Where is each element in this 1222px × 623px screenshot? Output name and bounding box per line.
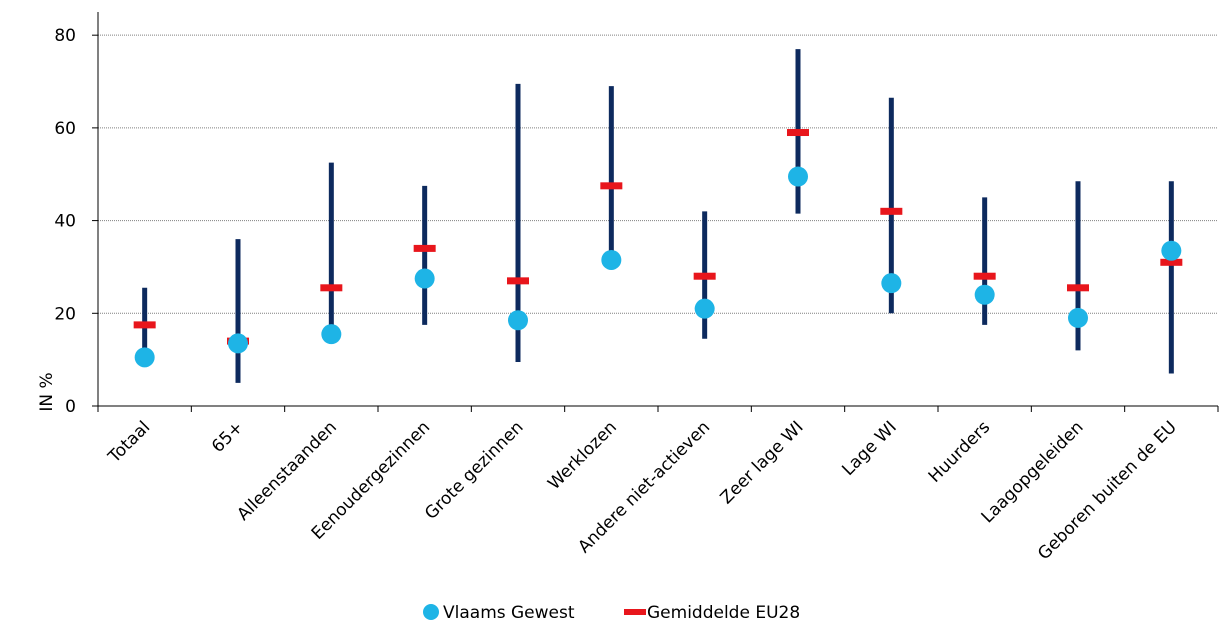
legend: Vlaams Gewest Gemiddelde EU28 — [423, 603, 800, 623]
category-label: Zeer lage WI — [717, 417, 808, 508]
eu28-marker — [1067, 284, 1089, 292]
y-tick-label: 20 — [54, 304, 76, 324]
vlaams-marker — [694, 298, 715, 319]
legend-eu28-label: Gemiddelde EU28 — [647, 603, 800, 623]
eu28-marker — [413, 244, 436, 252]
y-tick-label: 40 — [54, 212, 76, 232]
vlaams-marker — [601, 249, 622, 270]
vlaams-marker — [508, 310, 528, 331]
legend-vlaams-label: Vlaams Gewest — [443, 603, 575, 623]
vlaams-marker — [788, 166, 808, 187]
vlaams-marker — [974, 284, 995, 305]
vlaams-marker — [1161, 240, 1182, 261]
eu28-marker — [507, 277, 529, 285]
eu28-marker — [133, 321, 156, 329]
eu28-marker — [1160, 258, 1183, 266]
legend-vlaams-marker — [423, 604, 439, 620]
eu28-marker — [600, 182, 623, 190]
legend-eu28-marker — [624, 609, 646, 615]
y-axis-title: IN % — [37, 372, 57, 411]
category-label: Grote gezinnen — [421, 417, 527, 523]
category-label: Lage WI — [838, 417, 900, 479]
eu28-marker — [693, 272, 716, 280]
category-label: Huurders — [925, 417, 994, 486]
axes — [92, 12, 1219, 412]
y-tick-labels: 0 20 40 60 80 — [54, 26, 76, 417]
category-label: Werklozen — [544, 417, 621, 494]
vlaams-marker — [134, 347, 155, 368]
y-tick-label: 0 — [65, 397, 76, 417]
eu28-marker — [320, 284, 343, 292]
y-tick-label: 80 — [54, 26, 76, 46]
gridlines — [98, 34, 1218, 314]
range-bars — [142, 49, 1174, 383]
vlaams-marker — [881, 273, 902, 294]
eu28-marker — [787, 129, 809, 137]
vlaams-marker — [1068, 307, 1088, 328]
category-label: Laagopgeleiden — [978, 417, 1088, 527]
eu28-markers — [133, 129, 1183, 345]
category-label: Totaal — [104, 417, 154, 467]
category-label: Alleenstaanden — [233, 417, 340, 524]
vlaams-markers — [134, 166, 1182, 368]
x-category-labels: Totaal 65+AlleenstaandenEenoudergezinnenG… — [104, 417, 1181, 564]
category-label: 65+ — [208, 417, 248, 457]
vlaams-marker — [228, 333, 248, 354]
eu28-marker — [880, 207, 903, 215]
vlaams-marker — [414, 268, 435, 289]
eu28-marker — [973, 272, 996, 280]
y-tick-label: 60 — [54, 119, 76, 139]
vlaams-marker — [321, 324, 342, 345]
